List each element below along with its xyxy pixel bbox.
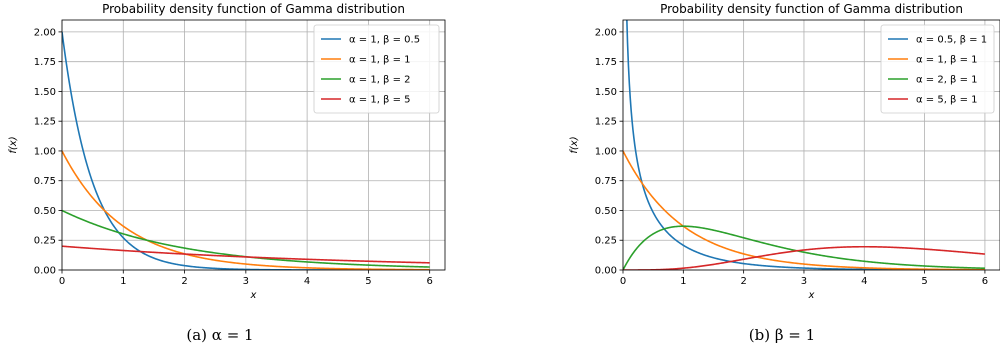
chart-panel-1: 0 1 2 3 4 5 6 0.00 0.25 0.50 0.75 1.00 1.25 1.50 1.75 2…	[569, 2, 1000, 344]
y-tick-label: 0.25	[595, 236, 617, 247]
x-tick-label: 3	[801, 276, 807, 287]
y-tick-label: 1.00	[34, 146, 56, 157]
y-tick-label: 0.50	[595, 206, 617, 217]
series-line-3	[623, 245, 985, 270]
plot-frame	[622, 19, 1000, 271]
legend-label: α = 1, β = 5	[349, 95, 411, 106]
y-tick-label: 2.00	[34, 27, 56, 38]
y-tick-label: 2.00	[595, 27, 617, 38]
x-tick-label: 0	[620, 276, 626, 287]
figure-caption: (b) β = 1	[749, 326, 815, 344]
x-tick-label: 2	[740, 276, 746, 287]
legend-box	[880, 24, 995, 114]
series-line-1	[62, 150, 430, 270]
y-tick-label: 0.00	[34, 266, 56, 277]
y-tick-label: 1.25	[34, 117, 56, 128]
y-tick-label: 0.50	[34, 206, 56, 217]
x-axis-label: x	[808, 290, 815, 301]
series-line-3	[62, 245, 430, 264]
x-tick-label: 6	[426, 276, 432, 287]
y-tick-label: 0.75	[595, 176, 617, 187]
y-tick-label: 0.25	[34, 236, 56, 247]
y-tick-label: 1.00	[595, 146, 617, 157]
x-tick-label: 0	[59, 276, 65, 287]
chart-panel-0: 0 1 2 3 4 5 6 0.00 0.25 0.50 0.75 1.00 1.25 1.50 1.75 2…	[8, 2, 446, 344]
legend-label: α = 1, β = 2	[349, 75, 411, 86]
x-tick-label: 4	[304, 276, 310, 287]
y-tick-label: 1.50	[34, 87, 56, 98]
chart-title: Probability density function of Gamma di…	[102, 2, 405, 16]
y-tick-label: 1.25	[595, 117, 617, 128]
y-tick-label: 0.00	[595, 266, 617, 277]
x-tick-label: 5	[921, 276, 927, 287]
y-axis-label: f(x)	[569, 136, 580, 153]
y-tick-label: 1.75	[595, 57, 617, 68]
x-axis-label: x	[250, 290, 257, 301]
legend-label: α = 1, β = 1	[349, 55, 411, 66]
x-tick-label: 5	[365, 276, 371, 287]
x-tick-label: 2	[181, 276, 187, 287]
y-tick-label: 0.75	[34, 176, 56, 187]
x-tick-label: 4	[861, 276, 867, 287]
y-tick-label: 1.75	[34, 57, 56, 68]
plot-frame	[61, 19, 446, 271]
y-axis-label: f(x)	[8, 136, 19, 153]
chart-title: Probability density function of Gamma di…	[660, 2, 963, 16]
legend-label: α = 0.5, β = 1	[916, 35, 987, 46]
x-tick-label: 6	[982, 276, 988, 287]
legend-box	[313, 24, 440, 114]
x-tick-label: 3	[243, 276, 249, 287]
legend-label: α = 2, β = 1	[916, 75, 978, 86]
legend-label: α = 1, β = 0.5	[349, 35, 420, 46]
x-tick-label: 1	[680, 276, 686, 287]
y-tick-label: 1.50	[595, 87, 617, 98]
x-tick-label: 1	[120, 276, 126, 287]
series-line-2	[623, 225, 985, 270]
figure-caption: (a) α = 1	[186, 326, 253, 344]
legend-label: α = 5, β = 1	[916, 95, 978, 106]
legend-label: α = 1, β = 1	[916, 55, 978, 66]
